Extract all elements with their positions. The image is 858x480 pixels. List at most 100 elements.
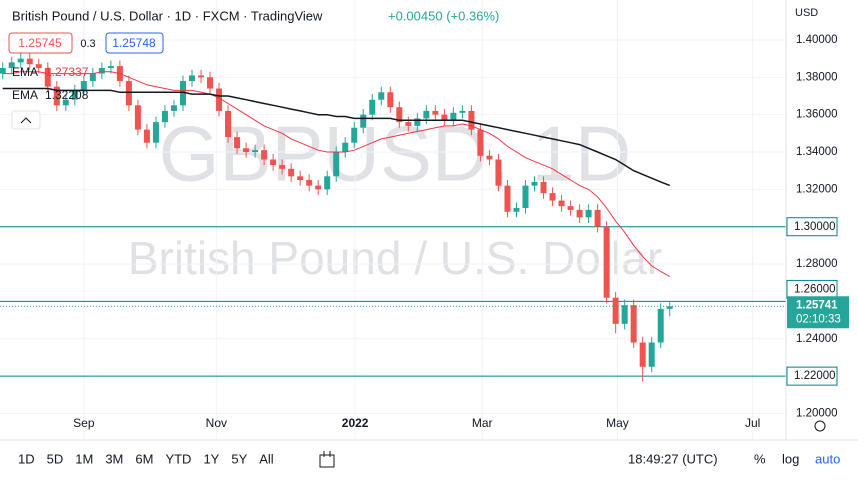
candle-body	[179, 81, 186, 106]
candle-body	[414, 118, 421, 126]
candle-body	[450, 112, 457, 121]
candle-body	[612, 297, 619, 324]
x-tick-label: Jul	[745, 416, 760, 430]
candle-body	[53, 86, 60, 106]
price-box	[787, 296, 849, 329]
range-button[interactable]: 1Y	[203, 451, 219, 466]
candle-body	[243, 148, 250, 153]
candle-body	[188, 75, 195, 82]
candle-body	[441, 114, 448, 121]
plot	[0, 0, 786, 440]
option-button[interactable]: log	[782, 451, 799, 466]
candle-body	[432, 110, 439, 115]
hline-label-box	[786, 366, 838, 386]
candle-body	[207, 77, 214, 89]
y-tick-label: 1.24000	[796, 333, 838, 345]
toolbar: 1D 5D 1M 3M 6M YTD 1Y 5Y All 18:49:27 (UTC)% log au…	[18, 451, 840, 466]
candle-body	[62, 99, 69, 106]
collapse-button[interactable]	[11, 110, 41, 130]
candle-body	[495, 159, 502, 186]
hline-label: 1.30000	[794, 221, 836, 233]
clock: 18:49:27 (UTC)	[628, 451, 718, 466]
candle-body	[477, 129, 484, 156]
chart-title: British Pound / U.S. Dollar · 1D · FXCM …	[12, 8, 323, 23]
candle-body	[35, 64, 42, 68]
candle-body	[648, 342, 655, 367]
candle-body	[216, 88, 223, 111]
candle-body	[134, 105, 141, 130]
candle-body	[630, 305, 637, 343]
candle-body	[71, 90, 78, 100]
bid[interactable]: 1.25745	[18, 36, 62, 50]
candle-body	[405, 122, 412, 126]
candle-body	[125, 81, 132, 106]
ask[interactable]: 1.25748	[112, 36, 156, 50]
change: +0.00450 (+0.36%)	[388, 8, 499, 23]
option-button[interactable]: %	[754, 451, 766, 466]
candle-body	[531, 181, 538, 186]
range-button[interactable]: 3M	[105, 451, 123, 466]
candle-body	[270, 159, 277, 166]
candle-body	[468, 110, 475, 130]
range-button[interactable]: 5Y	[231, 451, 247, 466]
date-range-icon[interactable]	[319, 451, 335, 468]
candle-body	[423, 110, 430, 119]
legend-value: 1.27337	[45, 65, 89, 79]
candle-body	[558, 200, 565, 207]
candle-body	[89, 73, 96, 82]
candle-body	[0, 67, 6, 74]
candle-body	[594, 209, 601, 227]
candle-body	[252, 150, 259, 153]
range-button[interactable]: All	[259, 451, 274, 466]
x-tick-label: Sep	[73, 416, 95, 430]
candle-body	[279, 165, 286, 169]
watermark: GBPUSD, 1D British Pound / U.S. Dollar	[128, 110, 662, 285]
candle-body	[351, 127, 358, 143]
y-tick-label: 1.32000	[796, 183, 838, 195]
range-button[interactable]: 5D	[47, 451, 64, 466]
candle-body	[585, 209, 592, 218]
candle-body	[378, 92, 385, 100]
candle-body	[80, 81, 87, 91]
candle-body	[603, 226, 610, 298]
candle-body	[621, 305, 628, 324]
settings-icon[interactable]	[814, 420, 826, 432]
bid-box[interactable]	[8, 32, 73, 54]
option-button[interactable]: auto	[815, 451, 840, 466]
candle-body	[513, 208, 520, 212]
y-tick-label: 1.36000	[796, 109, 838, 121]
candle-body	[152, 122, 159, 143]
range-button[interactable]: 1M	[75, 451, 93, 466]
legend-name: EMA	[12, 88, 38, 102]
candle-body	[342, 142, 349, 153]
candle-body	[17, 58, 24, 63]
candle-body	[8, 62, 15, 68]
range-button[interactable]: 1D	[18, 451, 35, 466]
ask-box[interactable]	[105, 32, 164, 54]
y-tick-label: 1.28000	[796, 258, 838, 270]
candle-body	[387, 92, 394, 108]
spread: 0.3	[80, 38, 95, 50]
countdown: 02:10:33	[796, 313, 841, 325]
range-button[interactable]: YTD	[165, 451, 191, 466]
candle-body	[315, 185, 322, 190]
legend: EMA 1.27337 EMA 1.32208	[12, 65, 89, 102]
hline-label: 1.26000	[794, 283, 836, 295]
candle-body	[306, 180, 313, 186]
range-button[interactable]: 6M	[135, 451, 153, 466]
price-label: 1.25741	[796, 299, 838, 311]
x-tick-label: Nov	[206, 416, 227, 430]
candle-body	[504, 185, 511, 212]
candle-body	[360, 114, 367, 128]
candle-body	[639, 342, 646, 367]
legend-name: EMA	[12, 65, 38, 79]
candle-body	[288, 168, 295, 177]
legend-value: 1.32208	[45, 88, 89, 102]
ema-line	[2, 87, 670, 187]
candle-body	[261, 150, 268, 160]
candle-body	[549, 193, 556, 201]
candle-body	[107, 66, 114, 68]
candle-body	[396, 107, 403, 123]
candle-body	[198, 75, 205, 78]
